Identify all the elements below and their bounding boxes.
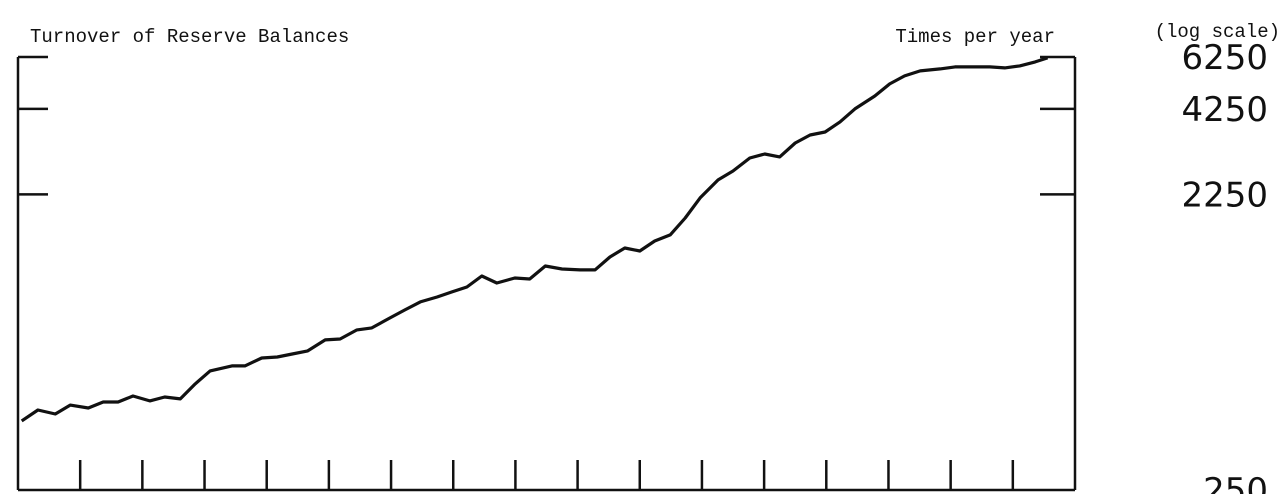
- y-tick-label: 2250: [1181, 175, 1268, 215]
- y-tick-label: 6250: [1181, 38, 1268, 78]
- chart-title: Turnover of Reserve Balances: [30, 26, 349, 48]
- scale-note: (log scale): [1155, 21, 1280, 43]
- y-tick-label: 4250: [1181, 90, 1268, 130]
- y-axis-label: Times per year: [895, 26, 1055, 48]
- data-line: [20, 56, 1049, 423]
- y-tick-label: 250: [1203, 471, 1268, 494]
